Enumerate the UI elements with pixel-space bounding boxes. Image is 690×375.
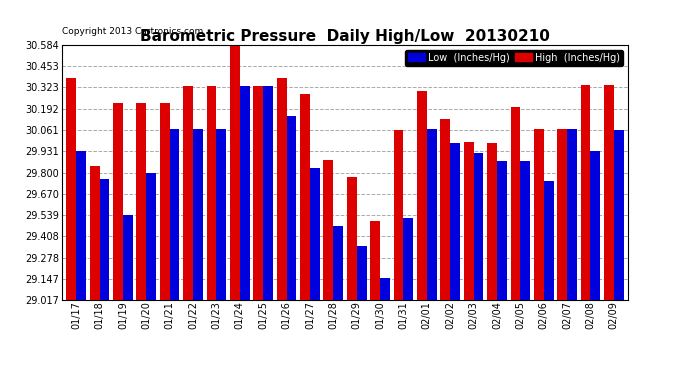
Bar bbox=[113, 103, 123, 300]
Bar bbox=[160, 103, 170, 300]
Bar bbox=[581, 85, 591, 300]
Bar bbox=[450, 143, 460, 300]
Bar bbox=[380, 278, 390, 300]
Bar bbox=[393, 130, 404, 300]
Bar bbox=[170, 129, 179, 300]
Bar bbox=[277, 78, 286, 300]
Bar bbox=[333, 226, 343, 300]
Bar bbox=[253, 86, 263, 300]
Bar bbox=[76, 152, 86, 300]
Text: Copyright 2013 Cartronics.com: Copyright 2013 Cartronics.com bbox=[62, 27, 204, 36]
Bar bbox=[604, 85, 614, 300]
Bar bbox=[473, 153, 484, 300]
Bar bbox=[497, 161, 506, 300]
Bar bbox=[591, 152, 600, 300]
Bar bbox=[90, 166, 99, 300]
Bar bbox=[300, 94, 310, 300]
Title: Barometric Pressure  Daily High/Low  20130210: Barometric Pressure Daily High/Low 20130… bbox=[140, 29, 550, 44]
Bar bbox=[146, 172, 156, 300]
Bar bbox=[347, 177, 357, 300]
Bar bbox=[614, 130, 624, 300]
Bar bbox=[357, 246, 366, 300]
Bar bbox=[534, 129, 544, 300]
Bar bbox=[324, 160, 333, 300]
Bar bbox=[417, 91, 427, 300]
Bar bbox=[464, 142, 473, 300]
Bar bbox=[99, 179, 109, 300]
Bar bbox=[217, 129, 226, 300]
Bar bbox=[440, 119, 450, 300]
Bar bbox=[567, 129, 577, 300]
Bar bbox=[310, 168, 319, 300]
Bar bbox=[427, 129, 437, 300]
Bar bbox=[511, 108, 520, 300]
Bar bbox=[558, 129, 567, 300]
Bar bbox=[206, 86, 217, 300]
Bar bbox=[404, 218, 413, 300]
Bar bbox=[123, 215, 132, 300]
Bar bbox=[520, 161, 530, 300]
Bar bbox=[286, 116, 297, 300]
Bar bbox=[66, 78, 76, 300]
Bar bbox=[263, 86, 273, 300]
Legend: Low  (Inches/Hg), High  (Inches/Hg): Low (Inches/Hg), High (Inches/Hg) bbox=[405, 50, 623, 66]
Bar bbox=[137, 103, 146, 300]
Bar bbox=[193, 129, 203, 300]
Bar bbox=[371, 221, 380, 300]
Bar bbox=[487, 143, 497, 300]
Bar bbox=[544, 181, 553, 300]
Bar bbox=[240, 86, 250, 300]
Bar bbox=[184, 86, 193, 300]
Bar bbox=[230, 46, 240, 300]
